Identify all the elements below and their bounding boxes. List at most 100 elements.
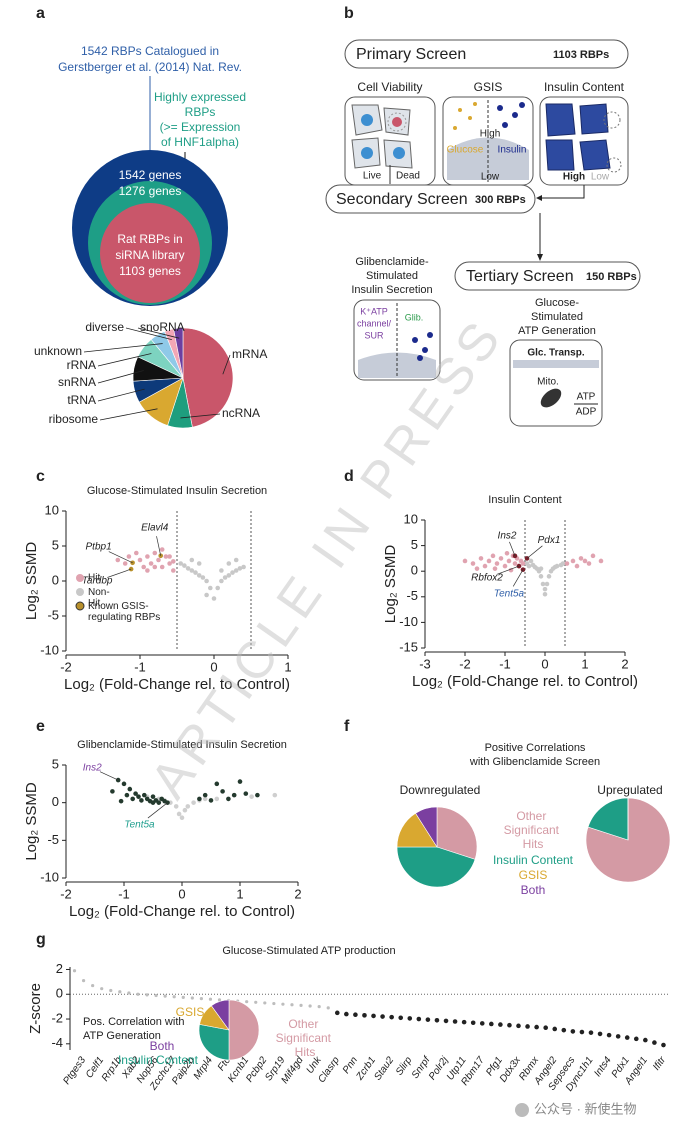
pie-label: tRNA <box>67 393 96 407</box>
point <box>163 554 169 559</box>
point <box>139 798 144 803</box>
x-tick-label: -2 <box>60 659 72 674</box>
point <box>226 573 232 578</box>
point <box>371 1013 376 1019</box>
assay-label: SUR <box>364 330 384 340</box>
point <box>159 547 165 552</box>
point <box>516 1023 521 1029</box>
venn-label: siRNA library <box>115 248 184 262</box>
x-tick-label: Ifitr <box>651 1054 668 1072</box>
point <box>461 1019 467 1025</box>
venn-expressed: RBPs <box>185 105 216 119</box>
x-tick-label: 0 <box>210 659 217 674</box>
x-tick-label: -2 <box>60 886 72 901</box>
point <box>245 1000 249 1004</box>
point <box>121 781 127 787</box>
annotation-leader <box>107 568 132 578</box>
pie-slice <box>436 806 478 860</box>
chart-title: Glibenclamide-Stimulated Insulin Secreti… <box>77 739 287 751</box>
cells <box>351 100 622 184</box>
point <box>552 564 558 570</box>
point <box>538 574 544 579</box>
pie-label: mRNA <box>232 347 267 361</box>
point <box>179 815 185 821</box>
point <box>661 1042 666 1048</box>
point <box>159 564 165 570</box>
point <box>380 1014 385 1019</box>
chart-title: Glucose-Stimulated ATP production <box>222 945 395 957</box>
point <box>564 561 570 566</box>
point <box>353 1012 358 1017</box>
pie-slice <box>415 806 438 849</box>
pie-label: snRNA <box>58 375 96 389</box>
point <box>118 798 124 804</box>
leader <box>125 327 172 340</box>
point <box>167 554 172 559</box>
point <box>122 561 128 566</box>
point <box>196 573 202 578</box>
pie-label: ncRNA <box>222 406 260 420</box>
point <box>597 1031 603 1037</box>
point <box>156 800 162 805</box>
point <box>145 568 150 573</box>
point <box>199 996 203 1001</box>
assay-label: K⁺ATP <box>360 306 388 316</box>
point <box>191 800 196 805</box>
point <box>202 792 208 798</box>
y-tick-label: -10 <box>399 614 418 629</box>
y-axis-label: Log₂ SSMD <box>382 545 399 624</box>
point <box>133 791 138 796</box>
venn-label: 1103 genes <box>119 264 181 278</box>
screen-title: Tertiary Screen <box>466 268 574 285</box>
point <box>586 561 592 566</box>
annotation-leader <box>99 771 119 781</box>
y-tick-label: 5 <box>52 756 59 771</box>
point <box>528 558 534 564</box>
point <box>542 591 548 597</box>
leader <box>97 370 144 384</box>
point <box>507 1022 512 1028</box>
annotation: Elavl4 <box>141 522 169 533</box>
point <box>208 798 214 803</box>
point <box>578 556 584 561</box>
venn-expressed: Highly expressed <box>154 90 246 104</box>
point <box>561 1027 567 1033</box>
point <box>145 993 149 997</box>
x-tick-label: 1 <box>581 656 588 671</box>
x-tick-label: -2 <box>459 656 471 671</box>
point <box>504 550 510 556</box>
x-tick-label: 2 <box>294 886 301 901</box>
point <box>81 979 86 983</box>
point <box>362 1013 367 1018</box>
legend-marker <box>76 588 84 596</box>
leader <box>97 353 152 367</box>
venn-source: 1542 RBPs Catalogued in <box>81 44 219 58</box>
leader <box>222 354 231 375</box>
point <box>193 570 198 575</box>
point <box>570 558 576 564</box>
screen-count: 300 RBPs <box>475 194 526 206</box>
point <box>241 564 246 570</box>
y-tick-label: -5 <box>47 832 59 847</box>
annotation-leader <box>512 569 524 587</box>
assay-label: Insulin <box>498 145 527 156</box>
legend-marker <box>75 601 85 611</box>
annotation: Tardbp <box>82 576 113 587</box>
point <box>538 566 544 571</box>
pie-slice <box>173 327 184 379</box>
x-tick-label: -3 <box>419 656 431 671</box>
y-tick-label: -15 <box>399 639 418 654</box>
point <box>552 1026 558 1032</box>
chart-title: Pos. Correlation with <box>83 1016 185 1028</box>
assay-title: Stimulated <box>366 270 418 282</box>
chart-title: Positive Correlations <box>485 742 586 754</box>
pie-slice <box>210 999 230 1031</box>
point <box>182 563 187 568</box>
point <box>254 1000 258 1004</box>
point <box>141 564 146 570</box>
chart-title: ATP Generation <box>83 1030 161 1042</box>
cell-membrane <box>513 360 599 368</box>
chart-title: Glucose-Stimulated Insulin Secretion <box>87 485 267 497</box>
point <box>425 1017 431 1022</box>
y-tick-label: 0 <box>52 794 59 809</box>
